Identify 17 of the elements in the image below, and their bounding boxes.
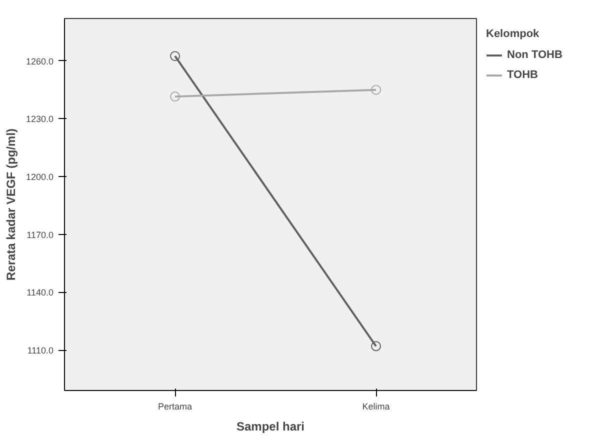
legend-label: TOHB <box>507 69 538 81</box>
y-tick-label: 1140.0 <box>26 288 54 298</box>
point <box>170 92 180 102</box>
x-axis-title: Sampel hari <box>236 420 305 434</box>
legend-label: Non TOHB <box>507 49 562 61</box>
y-tick-label: 1230.0 <box>26 114 54 124</box>
point <box>170 51 180 62</box>
legend-title: Kelompok <box>486 28 540 40</box>
y-axis-title: Rerata kadar VEGF (pg/ml) <box>4 128 18 281</box>
point <box>371 84 382 95</box>
point <box>371 341 382 352</box>
x-tick-label: Pertama <box>158 402 192 412</box>
y-tick-label: 1200.0 <box>26 172 54 182</box>
y-tick-label: 1110.0 <box>27 346 54 356</box>
y-tick-label: 1260.0 <box>26 56 54 66</box>
x-tick-label: Kelima <box>362 402 390 412</box>
y-tick-label: 1170.0 <box>26 230 54 240</box>
